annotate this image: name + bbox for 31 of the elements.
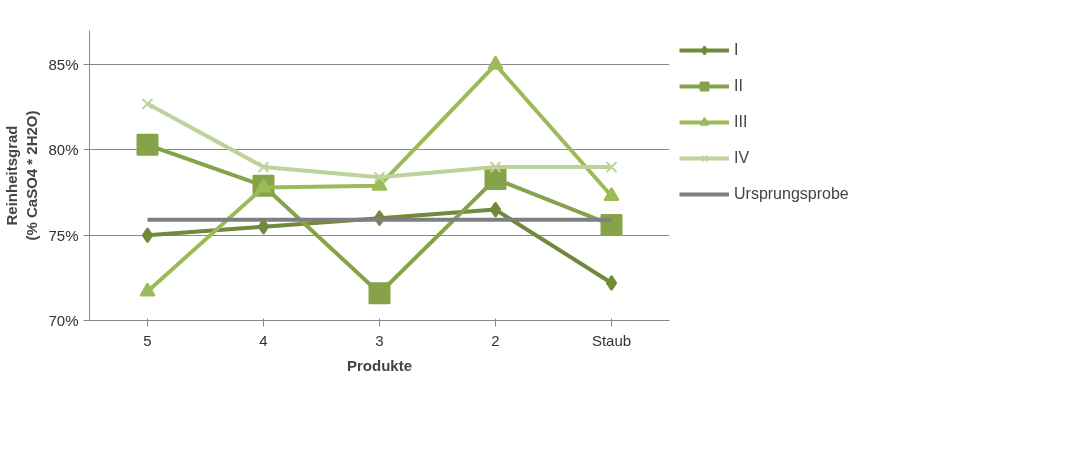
x-axis-title: Produkte <box>347 356 413 374</box>
y-tick-label: 80% <box>48 141 79 159</box>
legend-label: I <box>734 41 740 59</box>
point <box>257 161 270 173</box>
x-tick-label: 3 <box>375 331 384 349</box>
y-tick-label: 70% <box>48 312 79 329</box>
point <box>373 171 386 184</box>
point <box>605 274 618 291</box>
x-tick-label: Staub <box>591 331 632 349</box>
point <box>487 55 504 70</box>
point <box>489 201 502 218</box>
point <box>603 186 620 202</box>
point <box>489 161 502 173</box>
legend-label: II <box>734 77 744 95</box>
y-tick-label: 85% <box>48 56 79 74</box>
point <box>141 97 154 110</box>
point <box>600 213 623 236</box>
x-tick-label: 2 <box>491 331 500 349</box>
y-axis-title: Reinheitsgrad (% CaSO4 * 2H2O) <box>3 110 41 241</box>
point <box>139 282 156 297</box>
y-tick-label: 75% <box>48 226 79 244</box>
point <box>484 167 507 190</box>
legend-label: III <box>734 113 749 131</box>
point <box>136 133 159 156</box>
legend-label: Ursprungsprobe <box>734 185 849 203</box>
point <box>141 227 154 244</box>
legend-label: IV <box>734 149 751 167</box>
x-tick-label: 5 <box>143 331 152 349</box>
point <box>605 161 618 173</box>
x-tick-label: 4 <box>259 331 268 349</box>
point <box>368 282 391 305</box>
